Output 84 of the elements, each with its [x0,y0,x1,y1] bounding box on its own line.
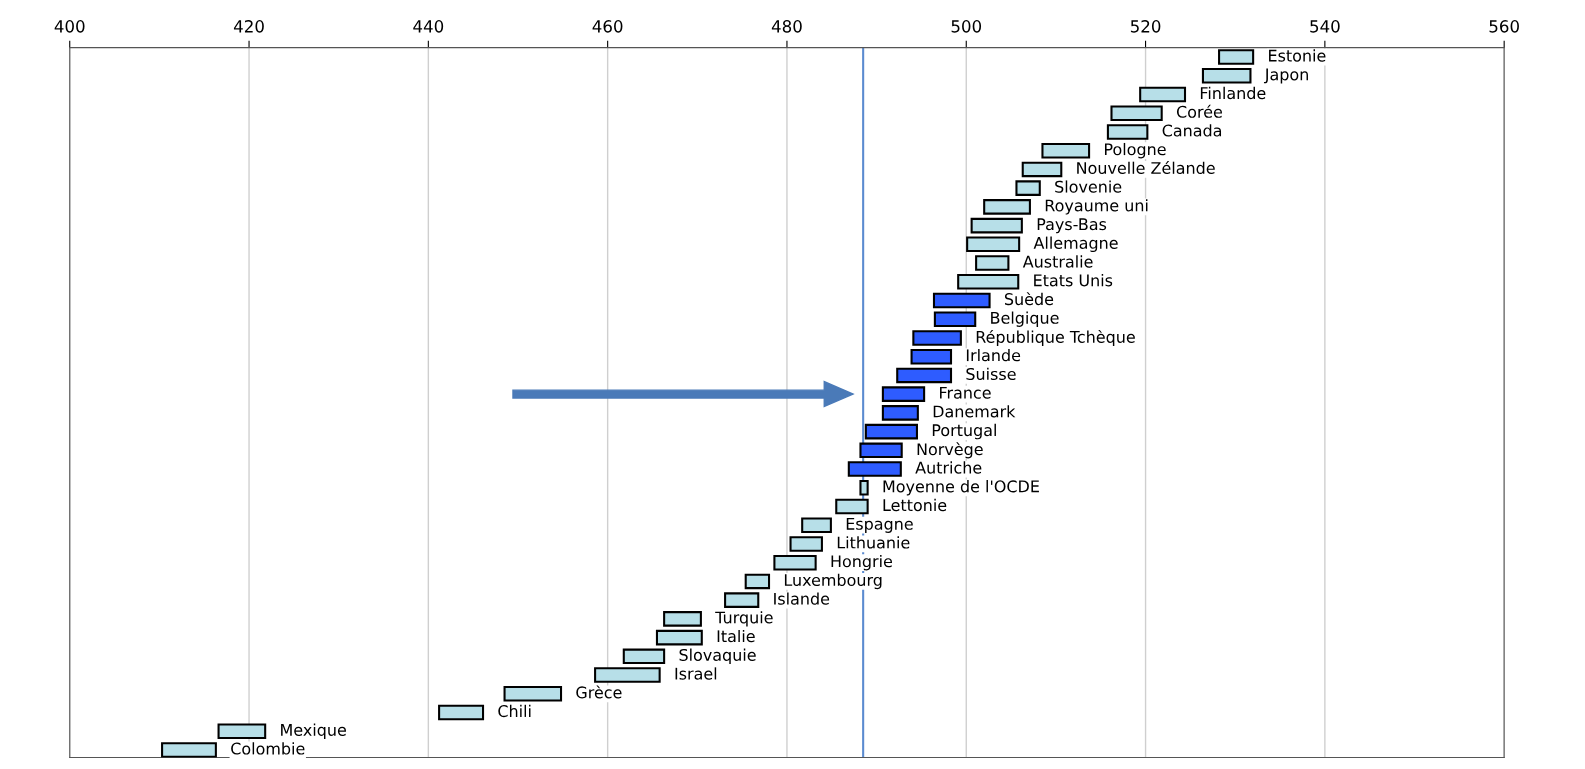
bar [1106,124,1149,140]
bar [932,292,991,309]
y-tick-label: Autriche [915,461,982,474]
y-tick-label: Israel [675,667,717,680]
bar [217,723,267,740]
bar [789,536,823,552]
y-tick-label: Estonie [1269,49,1326,62]
bar [966,236,1021,253]
bar [881,405,919,421]
bar [1021,161,1063,178]
y-tick-label: République Tchèque [976,329,1135,347]
y-tick-label: Japon [1263,68,1308,84]
y-tick-label: Turquie [715,611,773,627]
y-tick-label: Etats Unis [1034,274,1113,287]
x-tick-label: 460 [592,20,623,33]
bar [970,217,1023,234]
bar [859,442,903,459]
bar [801,517,832,534]
y-tick-label: Finlande [1200,86,1266,100]
y-tick-label: Mexique [281,723,346,739]
y-tick-label: Portugal [932,423,996,440]
x-tick-label: 500 [951,20,982,33]
bar [663,611,702,627]
y-tick-label: France [940,386,991,399]
x-tick-label: 440 [413,20,444,33]
bar [655,629,703,646]
bar [859,480,869,496]
y-tick-label: Pays-Bas [1037,218,1107,234]
bar [1218,49,1255,65]
y-tick-label: Suisse [966,367,1016,381]
bar [896,367,953,384]
y-tick-label: Italie [717,629,755,643]
bar [438,704,485,721]
y-tick-label: Colombie [231,742,305,755]
x-tick-label: 400 [54,20,85,33]
bar [933,311,977,328]
y-tick-label: Nouvelle Zélande [1077,161,1215,175]
y-tick-label: Espagne [846,518,913,533]
bar [744,573,771,590]
bar [503,686,563,702]
x-tick-label: 480 [771,20,802,33]
bar [912,330,962,346]
bar [864,423,918,440]
y-tick-label: Allemagne [1033,236,1118,253]
bar [910,348,953,365]
y-tick-label: Slovaquie [679,648,756,665]
y-tick-label: Lithuanie [837,536,910,549]
y-tick-label: Hongrie [831,554,893,571]
x-tick-label: 540 [1310,20,1340,33]
y-tick-label: Norvège [917,442,983,459]
y-tick-label: Corée [1176,104,1222,118]
bar [161,742,217,758]
bar [975,255,1010,271]
x-tick-label: 420 [233,20,264,33]
y-tick-label: Suède [1004,292,1054,306]
y-tick-label: Islande [774,592,830,605]
y-tick-label: Moyenne de l'OCDE [883,480,1039,496]
bar [847,461,902,477]
x-tick-label: 560 [1489,20,1519,33]
y-tick-label: Slovenie [1055,180,1122,193]
y-tick-label: Royaume uni [1045,199,1148,215]
y-tick-label: Canada [1162,124,1222,137]
y-tick-label: Luxembourg [784,573,882,590]
bar [1139,86,1187,103]
bar [724,592,760,608]
bar [1201,67,1252,84]
y-tick-label: Chili [498,704,531,718]
bar [594,667,661,683]
y-tick-label: Australie [1022,255,1093,268]
bar [1015,180,1041,196]
y-tick-label: Lettonie [883,498,947,512]
y-tick-label: Grèce [576,685,622,699]
bar [957,273,1020,290]
bar [983,199,1031,215]
y-tick-label: Pologne [1104,142,1166,159]
y-tick-label: Danemark [933,405,1016,418]
bar [881,386,926,402]
x-tick-label: 520 [1130,20,1161,33]
y-tick-label: Irlande [966,348,1021,362]
bar [835,498,869,515]
bar [622,648,666,665]
bar [1110,105,1163,122]
bar [1041,142,1091,159]
y-tick-label: Belgique [991,311,1059,327]
